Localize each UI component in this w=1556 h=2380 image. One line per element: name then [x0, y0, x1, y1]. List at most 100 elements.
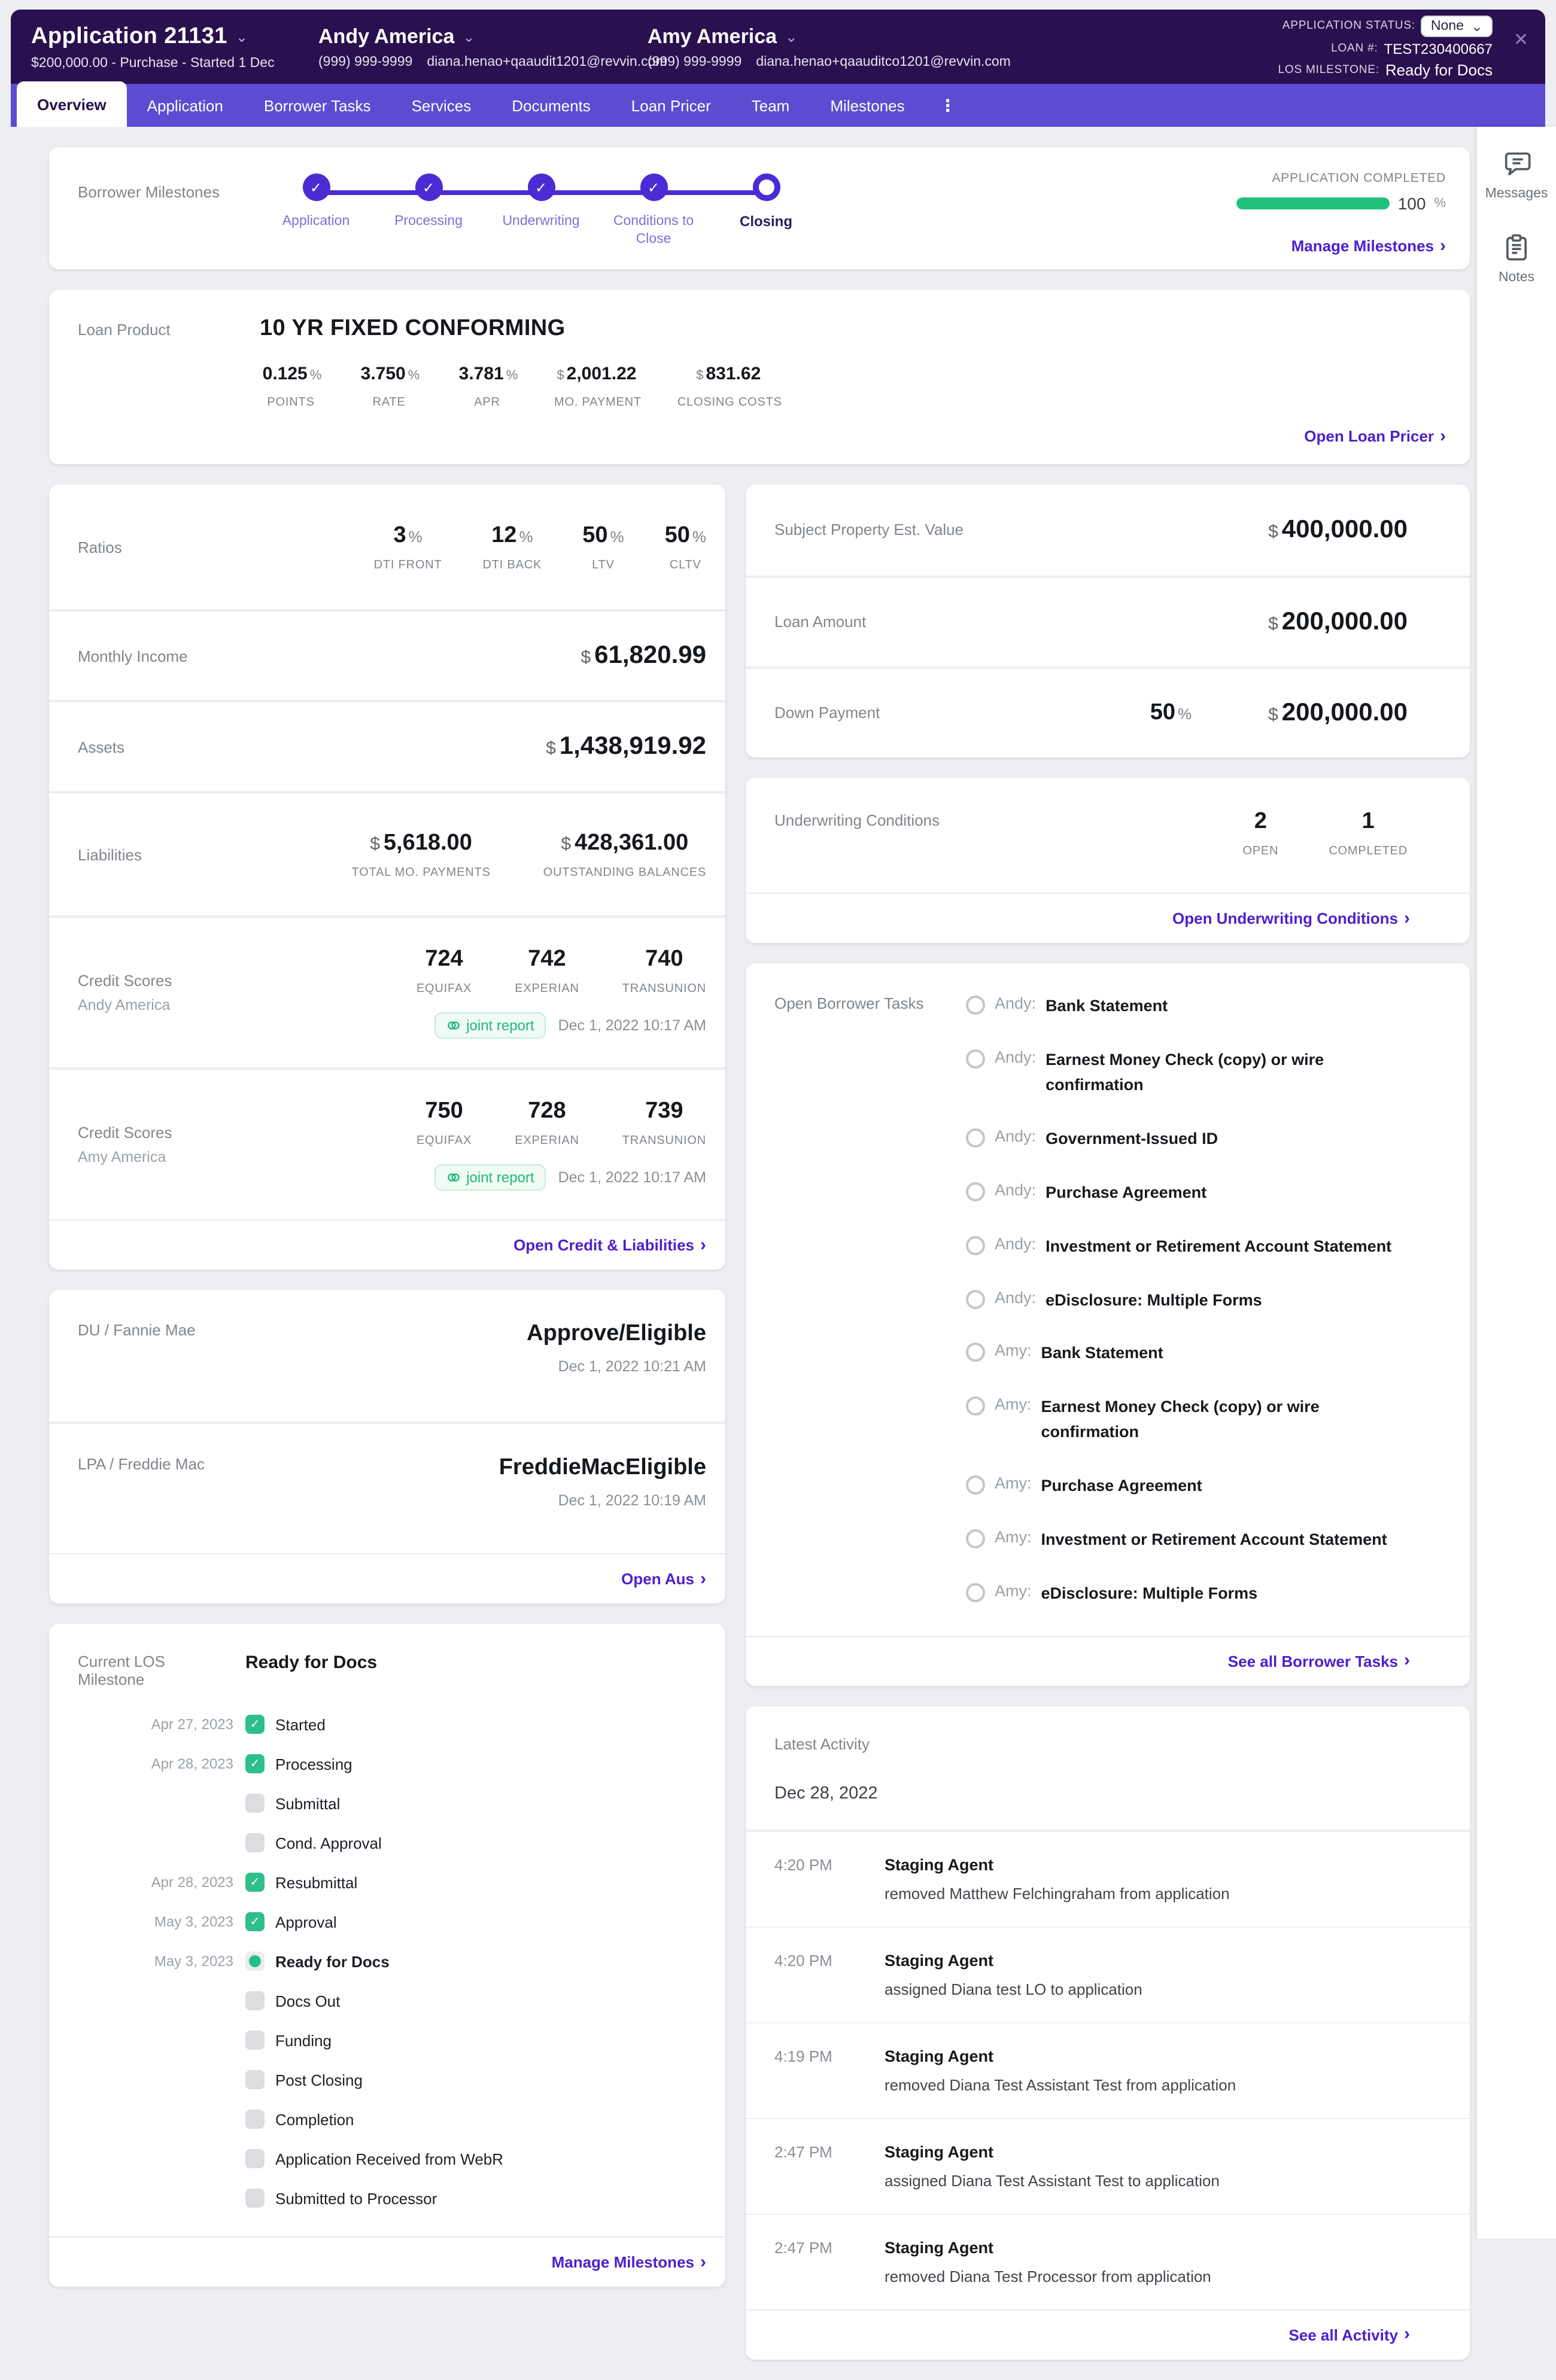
borrower-2-name: Amy America	[648, 25, 777, 47]
notes-button[interactable]: Notes	[1499, 232, 1534, 285]
tab[interactable]: Team	[751, 96, 790, 114]
milestone-checkbox[interactable]: ✓	[245, 1873, 265, 1892]
borrower-task-item[interactable]: Andy: Investment or Retirement Account S…	[966, 1234, 1417, 1259]
current-los-milestone-value: Ready for Docs	[245, 1652, 378, 1673]
open-credit-liabilities-link[interactable]: Open Credit & Liabilities ›	[513, 1234, 706, 1255]
milestone-step-label: Underwriting	[502, 214, 580, 229]
manage-milestones-link-2[interactable]: Manage Milestones ›	[551, 2251, 706, 2272]
manage-milestones-link[interactable]: Manage Milestones ›	[1291, 235, 1446, 255]
borrower-milestones-stepper: ✓ Application ✓ Processing	[260, 174, 822, 255]
chevron-right-icon: ›	[700, 1568, 706, 1588]
clipboard-icon	[1501, 232, 1532, 263]
milestone-checkbox[interactable]: ✓	[245, 1991, 265, 2010]
milestone-checkbox[interactable]: ✓	[245, 1833, 265, 1852]
borrower-task-item[interactable]: Andy: Government-Issued ID	[966, 1127, 1417, 1152]
link-icon	[446, 1170, 460, 1185]
see-all-borrower-tasks-link[interactable]: See all Borrower Tasks ›	[1227, 1650, 1410, 1671]
app-header: Application 21131 ⌄ $200,000.00 - Purcha…	[11, 10, 1545, 84]
borrower-task-item[interactable]: Amy: Bank Statement	[966, 1342, 1417, 1367]
activity-description: removed Matthew Felchingraham from appli…	[885, 1884, 1230, 1903]
borrower-task-item[interactable]: Andy: Purchase Agreement	[966, 1180, 1417, 1206]
task-circle-icon	[966, 1182, 985, 1201]
borrower-2-selector[interactable]: Amy America ⌄	[648, 25, 1043, 48]
check-icon: ✓	[250, 1876, 260, 1889]
milestone-step-circle: ✓	[302, 174, 330, 201]
current-los-milestone-label: Current LOS Milestone	[78, 1652, 165, 1688]
loan-product-stats: 0.125 % POINTS 3.750 %	[260, 364, 782, 412]
activity-description: assigned Diana test LO to application	[885, 1980, 1142, 1998]
los-milestone-item: Apr 28, 2023 ✓ Processing	[78, 1754, 706, 1773]
task-borrower: Andy:	[995, 1234, 1037, 1253]
milestone-checkbox[interactable]: ✓	[245, 1794, 265, 1813]
milestone-step-circle: ✓	[527, 174, 555, 201]
application-selector[interactable]: Application 21131 ⌄	[31, 23, 318, 50]
check-icon: ✓	[250, 1718, 260, 1731]
los-milestone-item: ✓ Cond. Approval	[78, 1833, 706, 1852]
milestone-checkbox[interactable]: ✓	[245, 2149, 265, 2168]
milestone-step-label: Application	[282, 214, 350, 229]
los-milestone-list: Apr 27, 2023 ✓ Started	[78, 1715, 706, 2208]
tab[interactable]: Loan Pricer	[631, 96, 711, 114]
task-title: Government-Issued ID	[1046, 1129, 1218, 1148]
milestone-checkbox[interactable]: ✓	[245, 2110, 265, 2129]
open-underwriting-conditions-link[interactable]: Open Underwriting Conditions ›	[1172, 908, 1410, 928]
tab-overflow-icon[interactable]: ⋮	[939, 95, 956, 114]
credit-scores-2-borrower: Amy America	[78, 1149, 166, 1165]
borrower-task-item[interactable]: Amy: eDisclosure: Multiple Forms	[966, 1582, 1417, 1607]
borrower-task-item[interactable]: Amy: Purchase Agreement	[966, 1474, 1417, 1499]
milestone-checkbox[interactable]: ✓	[245, 1952, 265, 1971]
financials-card: Ratios 3 % DTI FRONT	[49, 485, 725, 1270]
borrower-task-item[interactable]: Andy: Bank Statement	[966, 994, 1417, 1019]
los-milestone-item: ✓ Completion	[78, 2110, 706, 2129]
close-icon[interactable]: ✕	[1513, 30, 1528, 50]
milestone-checkbox[interactable]: ✓	[245, 1912, 265, 1931]
ratios-stats: 3 % DTI FRONT 12 %	[374, 522, 706, 571]
borrower-tasks-list: Andy: Bank Statement Andy: Earnest Money…	[966, 994, 1441, 1607]
down-payment-value: $ 200,000.00	[1268, 699, 1408, 726]
borrower-1-selector[interactable]: Andy America ⌄	[318, 25, 648, 48]
task-circle-icon	[966, 1289, 985, 1309]
los-milestone-date: Apr 28, 2023	[151, 1755, 233, 1772]
task-borrower: Andy:	[995, 1288, 1037, 1307]
borrower-task-item[interactable]: Andy: eDisclosure: Multiple Forms	[966, 1288, 1417, 1313]
borrower-milestones-label: Borrower Milestones	[78, 183, 220, 201]
milestone-checkbox[interactable]: ✓	[245, 2189, 265, 2208]
messages-button[interactable]: Messages	[1485, 148, 1548, 201]
los-milestone-item: Apr 27, 2023 ✓ Started	[78, 1715, 706, 1734]
tab[interactable]: Overview	[17, 81, 127, 127]
milestone-checkbox[interactable]: ✓	[245, 1754, 265, 1773]
see-all-activity-link[interactable]: See all Activity ›	[1288, 2324, 1410, 2345]
task-title: Bank Statement	[1041, 1344, 1163, 1362]
task-circle-icon	[966, 1396, 985, 1416]
property-card: Subject Property Est. Value $ 400,000.00…	[746, 485, 1470, 757]
open-aus-link[interactable]: Open Aus ›	[621, 1568, 706, 1588]
du-label: DU / Fannie Mae	[78, 1321, 196, 1339]
tab[interactable]: Milestones	[830, 96, 905, 114]
application-progress: 100 %	[1236, 194, 1446, 213]
milestone-step-label: Conditions to Close	[613, 214, 694, 246]
borrower-task-item[interactable]: Amy: Investment or Retirement Account St…	[966, 1528, 1417, 1553]
application-title: Application 21131	[31, 23, 227, 48]
loan-product-stat: 3.781 % APR	[458, 364, 518, 409]
task-borrower: Andy:	[995, 1048, 1037, 1066]
progress-value: 100	[1397, 194, 1426, 213]
activity-description: removed Diana Test Assistant Test from a…	[885, 2075, 1236, 2094]
application-status-value: None	[1430, 19, 1464, 33]
borrower-1: Andy America ⌄ (999) 999-9999 diana.hena…	[318, 25, 667, 69]
milestone-checkbox[interactable]: ✓	[245, 2070, 265, 2089]
los-milestone-name: Resubmittal	[275, 1873, 358, 1891]
tab[interactable]: Application	[147, 96, 223, 114]
lpa-timestamp: Dec 1, 2022 10:19 AM	[558, 1492, 706, 1509]
tab[interactable]: Borrower Tasks	[263, 96, 371, 114]
subject-property-label: Subject Property Est. Value	[774, 521, 964, 539]
borrower-task-item[interactable]: Amy: Earnest Money Check (copy) or wire …	[966, 1396, 1417, 1446]
application-status-select[interactable]: None ⌄	[1421, 15, 1493, 36]
task-title: Earnest Money Check (copy) or wire confi…	[1041, 1398, 1320, 1441]
open-loan-pricer-link[interactable]: Open Loan Pricer ›	[1304, 425, 1446, 446]
tab[interactable]: Services	[411, 96, 472, 114]
milestone-checkbox[interactable]: ✓	[245, 2031, 265, 2050]
borrower-task-item[interactable]: Andy: Earnest Money Check (copy) or wire…	[966, 1048, 1417, 1098]
milestone-checkbox[interactable]: ✓	[245, 1715, 265, 1734]
tab[interactable]: Documents	[512, 96, 591, 114]
los-milestone-item: ✓ Docs Out	[78, 1991, 706, 2010]
